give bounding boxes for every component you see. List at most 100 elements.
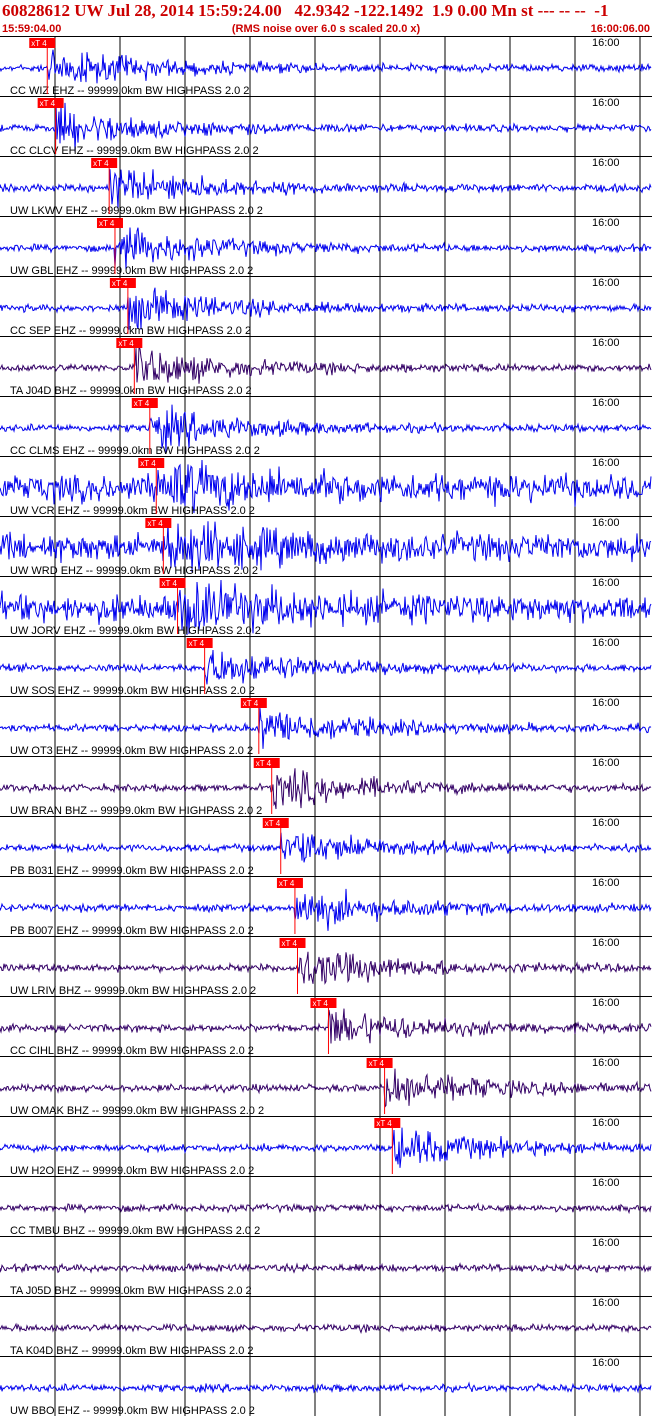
trace-row: 16:00 CC CIHL BHZ -- 99999.0km BW HIGHPAS…: [0, 996, 652, 1057]
waveform: [0, 101, 652, 152]
time-tick-label: 16:00: [592, 817, 620, 829]
time-tick-label: 16:00: [592, 757, 620, 769]
station-label: CC CIHL BHZ -- 99999.0km BW HIGHPASS 2.0…: [10, 1045, 254, 1057]
waveform: [0, 1008, 652, 1044]
time-tick-label: 16:00: [592, 937, 620, 949]
waveform: [0, 227, 652, 270]
time-tick-label: 16:00: [592, 1297, 620, 1309]
pick-label: xT 4: [376, 1119, 392, 1128]
waveform: [0, 832, 652, 863]
pick-label: xT 4: [31, 39, 47, 48]
waveform: [0, 404, 652, 454]
station-label: CC CLMS EHZ -- 99999.0km BW HIGHPASS 2.0…: [10, 445, 260, 457]
station-label: CC SEP EHZ -- 99999.0km BW HIGHPASS 2.0 …: [10, 325, 251, 337]
trace-row: 16:00 PB B031 EHZ -- 99999.0km BW HIGHPAS…: [0, 816, 652, 877]
time-tick-label: 16:00: [592, 157, 620, 169]
station-label: UW BRAN BHZ -- 99999.0km BW HIGHPASS 2.0…: [10, 805, 262, 817]
event-title: 60828612 UW Jul 28, 2014 15:59:24.00 42.…: [2, 1, 609, 20]
time-tick-label: 16:00: [592, 517, 620, 529]
trace-row: 16:00 UW LKWV EHZ -- 99999.0km BW HIGHPAS…: [0, 156, 652, 217]
pick-label: xT 4: [312, 999, 328, 1008]
time-tick-label: 16:00: [592, 457, 620, 469]
time-tick-label: 16:00: [592, 397, 620, 409]
trace-row: 16:00 CC SEP EHZ -- 99999.0km BW HIGHPASS…: [0, 276, 652, 337]
seismogram-panel: 16:00 CC WIZ EHZ -- 99999.0km BW HIGHPASS…: [0, 36, 652, 1417]
trace-row: 16:00 TA K04D BHZ -- 99999.0km BW HIGHPAS…: [0, 1296, 652, 1357]
time-tick-label: 16:00: [592, 97, 620, 109]
trace-row: 16:00 UW VCR EHZ -- 99999.0km BW HIGHPASS…: [0, 456, 652, 517]
station-label: PB B031 EHZ -- 99999.0km BW HIGHPASS 2.0…: [10, 865, 254, 877]
station-label: UW GBL EHZ -- 99999.0km BW HIGHPASS 2.0 …: [10, 265, 253, 277]
station-label: TA J04D BHZ -- 99999.0km BW HIGHPASS 2.0…: [10, 385, 252, 397]
pick-flag: [253, 758, 280, 768]
station-label: UW LRIV BHZ -- 99999.0km BW HIGHPASS 2.0…: [10, 985, 256, 997]
trace-row: 16:00 CC CLCV EHZ -- 99999.0km BW HIGHPAS…: [0, 96, 652, 157]
pick-flag: [145, 518, 172, 528]
pick-flag: [29, 38, 56, 48]
waveform: [0, 49, 652, 84]
trace-row: 16:00 UW LRIV BHZ -- 99999.0km BW HIGHPAS…: [0, 936, 652, 997]
waveform: [0, 708, 652, 749]
pick-label: xT 4: [243, 699, 259, 708]
waveform: [0, 1127, 652, 1168]
end-time: 16:00:06.00: [590, 23, 650, 35]
trace-row: 16:00 TA J04D BHZ -- 99999.0km BW HIGHPAS…: [0, 336, 652, 397]
trace-row: 16:00 TA J05D BHZ -- 99999.0km BW HIGHPAS…: [0, 1236, 652, 1297]
pick-flag: [138, 458, 165, 468]
pick-label: xT 4: [134, 399, 150, 408]
pick-label: xT 4: [40, 99, 56, 108]
pick-label: xT 4: [256, 759, 272, 768]
pick-label: xT 4: [112, 279, 128, 288]
trace-row: 16:00 UW SOS EHZ -- 99999.0km BW HIGHPASS…: [0, 636, 652, 697]
pick-flag: [374, 1118, 401, 1128]
trace-row: 16:00 UW OMAK BHZ -- 99999.0km BW HIGHPAS…: [0, 1056, 652, 1117]
waveform: [0, 521, 652, 573]
time-tick-label: 16:00: [592, 337, 620, 349]
pick-label: xT 4: [162, 579, 178, 588]
pick-flag: [159, 578, 186, 588]
station-label: UW OMAK BHZ -- 99999.0km BW HIGHPASS 2.0…: [10, 1105, 264, 1117]
start-time: 15:59:04.00: [2, 23, 62, 35]
station-label: CC CLCV EHZ -- 99999.0km BW HIGHPASS 2.0…: [10, 145, 259, 157]
station-label: UW JORV EHZ -- 99999.0km BW HIGHPASS 2.0…: [10, 625, 261, 637]
pick-flag: [186, 638, 213, 648]
station-label: UW OT3 EHZ -- 99999.0km BW HIGHPASS 2.0 …: [10, 745, 253, 757]
trace-row: 16:00 PB B007 EHZ -- 99999.0km BW HIGHPAS…: [0, 876, 652, 937]
pick-label: xT 4: [265, 819, 281, 828]
waveform: [0, 1381, 652, 1394]
time-tick-label: 16:00: [592, 697, 620, 709]
waveform: [0, 459, 652, 514]
station-label: TA K04D BHZ -- 99999.0km BW HIGHPASS 2.0…: [10, 1345, 254, 1357]
trace-row: 16:00 UW BRAN BHZ -- 99999.0km BW HIGHPAS…: [0, 756, 652, 817]
waveform: [0, 1068, 652, 1109]
pick-flag: [279, 938, 306, 948]
time-tick-label: 16:00: [592, 877, 620, 889]
station-label: CC TMBU BHZ -- 99999.0km BW HIGHPASS 2.0…: [10, 1225, 260, 1237]
pick-flag: [310, 998, 337, 1008]
pick-label: xT 4: [99, 219, 115, 228]
waveform: [0, 888, 652, 931]
waveform: [0, 287, 652, 330]
time-grid: [54, 36, 641, 1416]
time-tick-label: 16:00: [592, 277, 620, 289]
trace-row: 16:00 UW BBO EHZ -- 99999.0km BW HIGHPASS…: [0, 1356, 652, 1417]
time-tick-label: 16:00: [592, 637, 620, 649]
pick-label: xT 4: [282, 939, 298, 948]
pick-flag: [116, 338, 143, 348]
time-tick-label: 16:00: [592, 1237, 620, 1249]
time-tick-label: 16:00: [592, 37, 620, 49]
pick-flag: [262, 818, 289, 828]
waveform: [0, 1322, 652, 1335]
pick-flag: [91, 158, 118, 168]
trace-row: 16:00 CC WIZ EHZ -- 99999.0km BW HIGHPASS…: [0, 36, 652, 97]
rms-note: (RMS noise over 6.0 s scaled 20.0 x): [231, 23, 421, 35]
time-tick-label: 16:00: [592, 1057, 620, 1069]
waveform: [0, 579, 652, 636]
time-tick-label: 16:00: [592, 1177, 620, 1189]
station-label: UW H2O EHZ -- 99999.0km BW HIGHPASS 2.0 …: [10, 1165, 254, 1177]
trace-row: 16:00 CC CLMS EHZ -- 99999.0km BW HIGHPAS…: [0, 396, 652, 457]
waveform: [0, 649, 652, 685]
pick-flag: [37, 98, 64, 108]
pick-flag: [109, 278, 136, 288]
pick-label: xT 4: [140, 459, 156, 468]
